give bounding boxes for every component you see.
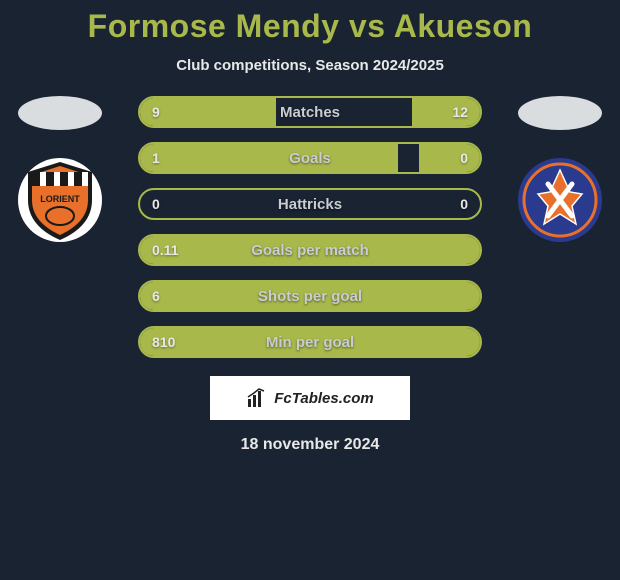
player-right-club-badge <box>518 158 602 242</box>
stat-label: Shots per goal <box>140 282 480 310</box>
player-left-flag <box>18 96 102 130</box>
tappara-badge-icon <box>518 158 602 242</box>
player-right-flag <box>518 96 602 130</box>
stat-row: 912Matches <box>138 96 482 128</box>
stat-label: Min per goal <box>140 328 480 356</box>
page-title: Formose Mendy vs Akueson <box>88 8 533 45</box>
comparison-chart: LORIENT 912Matches 10Goals 00Hattricks 0.11… <box>0 96 620 358</box>
date-text: 18 november 2024 <box>241 436 380 454</box>
stat-label: Matches <box>140 98 480 126</box>
stat-row: 6Shots per goal <box>138 280 482 312</box>
stat-label: Hattricks <box>140 190 480 218</box>
svg-text:LORIENT: LORIENT <box>40 194 80 204</box>
player-left-club-badge: LORIENT <box>18 158 102 242</box>
stat-row: 0.11Goals per match <box>138 234 482 266</box>
player-left-column: LORIENT <box>10 96 110 242</box>
stat-row: 10Goals <box>138 142 482 174</box>
subtitle: Club competitions, Season 2024/2025 <box>176 57 444 74</box>
stat-label: Goals <box>140 144 480 172</box>
player-right-column <box>510 96 610 242</box>
chart-icon <box>246 387 268 409</box>
stat-row: 810Min per goal <box>138 326 482 358</box>
attribution-badge: FcTables.com <box>210 376 410 420</box>
lorient-badge-icon: LORIENT <box>18 158 102 242</box>
stat-label: Goals per match <box>140 236 480 264</box>
comparison-rows: 912Matches 10Goals 00Hattricks 0.11Goals pe… <box>138 96 482 358</box>
stat-row: 00Hattricks <box>138 188 482 220</box>
attribution-text: FcTables.com <box>274 390 373 407</box>
